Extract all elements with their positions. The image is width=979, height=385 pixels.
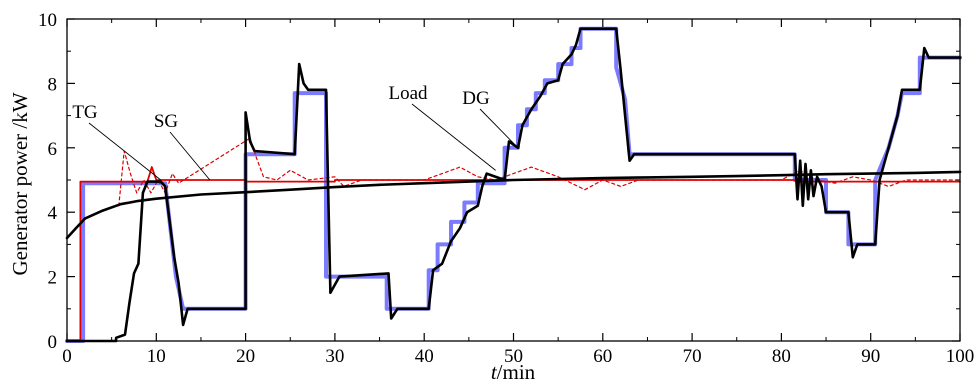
annotation-label-dg: DG (462, 88, 490, 109)
x-tick-label: 80 (772, 346, 791, 367)
y-tick-label: 8 (48, 74, 58, 95)
x-axis-label-variable: t (491, 360, 498, 384)
annotation-label-load: Load (388, 83, 428, 104)
annotation-label-sg: SG (154, 111, 179, 132)
x-tick-label: 70 (683, 346, 702, 367)
annotation-leader-sg (169, 131, 211, 181)
x-tick-label: 30 (325, 346, 344, 367)
annotation-layer: TG SG Load DG (72, 83, 519, 181)
y-tick-label: 4 (48, 203, 58, 224)
x-tick-label: 100 (946, 346, 975, 367)
y-tick-label: 10 (38, 10, 57, 31)
y-axis-label: Generator power /kW (8, 92, 32, 275)
annotation-leader-tg (88, 122, 162, 181)
x-axis-label-unit: /min (497, 360, 536, 384)
x-tick-label: 10 (147, 346, 166, 367)
series-layer (65, 26, 962, 343)
x-tick-label: 50 (504, 346, 523, 367)
annotation-label-tg: TG (72, 102, 98, 123)
y-tick-label: 0 (48, 332, 58, 353)
y-tick-label: 2 (48, 268, 58, 289)
annotation-leader-load (411, 103, 496, 171)
x-axis-label: t/min (491, 360, 536, 384)
x-tick-label: 60 (593, 346, 612, 367)
annotation-leader-dg (479, 108, 519, 149)
series-line-total-generator-power (65, 170, 962, 240)
series-line-dg (65, 27, 962, 343)
x-tick-label: 20 (236, 346, 255, 367)
axes-layer: 0 10 20 30 40 50 60 70 80 90 100 0 2 4 6 8 10 (38, 10, 974, 367)
y-tick-label: 6 (48, 139, 58, 160)
x-tick-label: 90 (861, 346, 880, 367)
x-tick-label: 40 (415, 346, 434, 367)
series-line-load (65, 26, 962, 343)
x-tick-label: 0 (62, 346, 72, 367)
